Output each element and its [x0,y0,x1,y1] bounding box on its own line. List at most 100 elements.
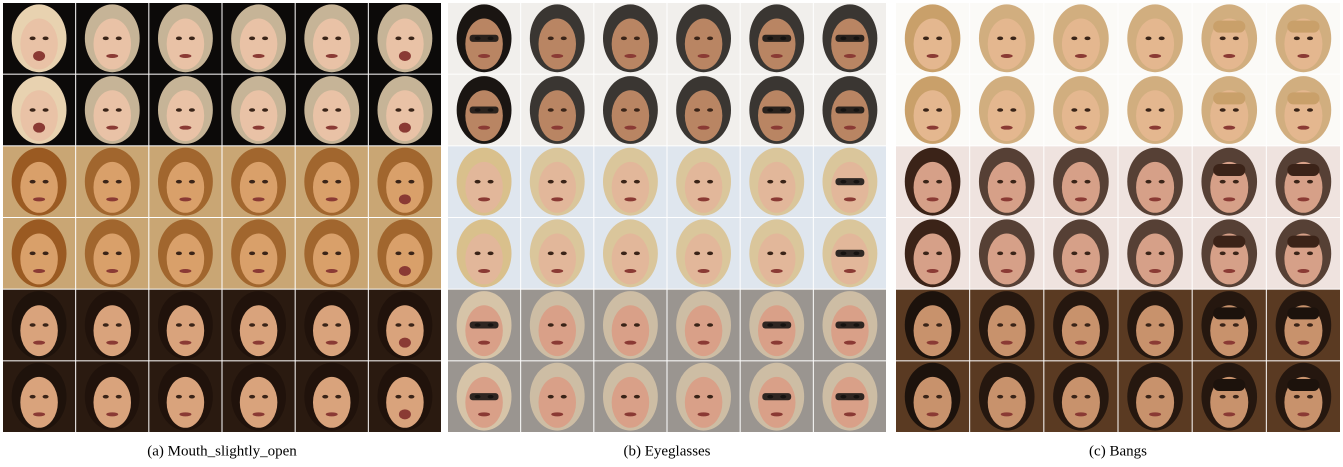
mouth [927,269,939,273]
face-image [1193,146,1266,217]
mouth [179,126,191,130]
mouth [478,412,490,416]
face [386,377,424,428]
face-image [668,3,740,74]
face-image [1267,3,1340,74]
face-image [1193,218,1266,289]
face [1136,19,1174,70]
face [20,305,58,356]
face-image [223,218,295,289]
mouth [771,126,783,130]
eye [176,108,182,112]
mouth [624,126,636,130]
face-image [814,218,886,289]
eye [1145,37,1151,41]
mouth [844,269,856,273]
face [313,162,351,213]
face [1062,19,1100,70]
mouth [478,54,490,58]
eye [621,323,627,327]
face-image [3,146,75,217]
image-grids [3,3,1340,432]
mouth [326,341,338,345]
face-image [296,3,368,74]
eye [249,37,255,41]
face [386,162,424,213]
eye [116,180,122,184]
eye [561,395,567,399]
bangs [1287,379,1319,391]
face [988,162,1026,213]
eye [1233,180,1239,184]
mouth [106,269,118,273]
mouth [33,123,45,133]
eye [1071,108,1077,112]
eye [103,180,109,184]
eye [1071,252,1077,256]
eye [189,252,195,256]
mouth [1297,54,1309,58]
eye [395,395,401,399]
eye [1145,108,1151,112]
face-image [521,361,593,432]
mouth [33,341,45,345]
face-image [76,146,148,217]
face-image [970,290,1043,361]
face-image [1267,290,1340,361]
eye [249,395,255,399]
eye [176,395,182,399]
face-image [369,146,441,217]
eye [1233,323,1239,327]
mouth [326,54,338,58]
face-image [970,146,1043,217]
face [758,90,796,141]
face-image [296,361,368,432]
face [93,234,131,285]
face [240,305,278,356]
eye [30,180,36,184]
face-image [1044,218,1117,289]
mouth [179,412,191,416]
face-image [448,146,520,217]
face [914,305,952,356]
face-image [369,218,441,289]
face [914,162,952,213]
eye [936,37,942,41]
eye [694,252,700,256]
face-image [668,146,740,217]
eye [322,395,328,399]
face-image [369,361,441,432]
eye [936,323,942,327]
mouth [844,54,856,58]
face-image [369,75,441,146]
face-image [223,146,295,217]
eye [116,37,122,41]
mouth [253,126,265,130]
face [386,305,424,356]
eye [43,108,49,112]
eye [103,395,109,399]
eye [43,252,49,256]
eye [1294,323,1300,327]
face-image [149,75,221,146]
face [240,234,278,285]
glasses [835,393,864,400]
eye [408,108,414,112]
face [538,19,576,70]
mouth [551,126,563,130]
eye [262,395,268,399]
eye [30,252,36,256]
face-image [296,75,368,146]
face-image [741,75,813,146]
eye [1307,180,1313,184]
eye [997,180,1003,184]
eye [1085,395,1091,399]
eye [1159,108,1165,112]
face-image [521,75,593,146]
eye [176,37,182,41]
eye [707,252,713,256]
face-image [1119,218,1192,289]
eye [1307,37,1313,41]
eye [189,180,195,184]
eye [694,37,700,41]
